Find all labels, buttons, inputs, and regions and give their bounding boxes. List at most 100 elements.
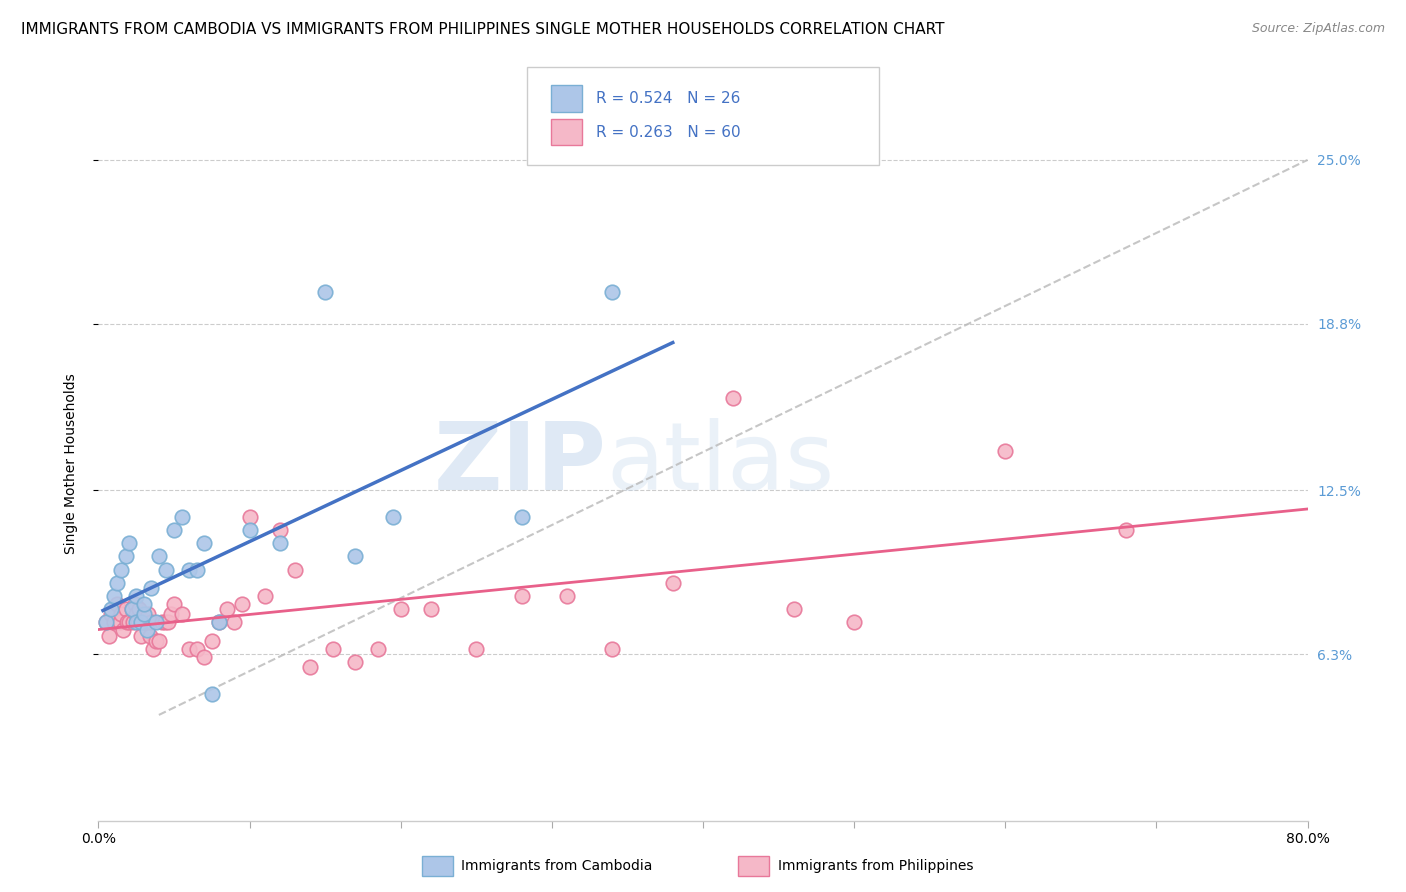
Point (110, 563, 132, 577)
Point (208, 615, 231, 630)
Point (201, 634, 224, 648)
Point (193, 649, 215, 664)
Point (602, 641, 624, 656)
Point (510, 589, 533, 603)
Point (100, 602, 122, 616)
Point (141, 581, 163, 595)
Point (239, 523, 262, 537)
Point (186, 563, 208, 577)
Point (208, 615, 231, 630)
Point (170, 607, 193, 622)
Point (114, 602, 136, 616)
Point (136, 607, 159, 622)
Point (115, 615, 138, 630)
Point (153, 615, 176, 630)
Point (555, 589, 578, 603)
Point (163, 523, 186, 537)
Point (118, 615, 141, 630)
Point (141, 615, 163, 630)
Text: Source: ZipAtlas.com: Source: ZipAtlas.com (1251, 22, 1385, 36)
Text: Immigrants from Philippines: Immigrants from Philippines (778, 859, 973, 873)
Point (105, 575, 128, 590)
Point (132, 615, 155, 630)
Point (145, 634, 167, 648)
Point (127, 615, 149, 630)
Point (1115, 523, 1137, 537)
Point (783, 602, 806, 616)
Point (420, 602, 443, 616)
Point (163, 597, 186, 611)
Text: ZIP: ZIP (433, 417, 606, 510)
Point (239, 509, 262, 524)
Point (156, 615, 179, 630)
Text: atlas: atlas (606, 417, 835, 510)
Point (844, 615, 866, 630)
Point (124, 597, 146, 611)
Point (103, 615, 125, 630)
Point (465, 641, 488, 656)
Point (121, 602, 143, 616)
Point (135, 615, 157, 630)
Point (145, 615, 167, 630)
Point (155, 563, 177, 577)
Point (125, 615, 148, 630)
Point (111, 624, 134, 638)
Point (186, 641, 208, 656)
Point (132, 597, 155, 611)
Point (344, 655, 367, 669)
Point (110, 607, 132, 622)
Point (231, 597, 253, 611)
Point (125, 589, 148, 603)
Point (389, 602, 412, 616)
Point (662, 575, 685, 590)
Point (132, 607, 155, 622)
Point (105, 597, 128, 611)
Text: IMMIGRANTS FROM CAMBODIA VS IMMIGRANTS FROM PHILIPPINES SINGLE MOTHER HOUSEHOLDS: IMMIGRANTS FROM CAMBODIA VS IMMIGRANTS F… (21, 22, 945, 37)
Point (602, 285, 624, 299)
Point (108, 615, 131, 630)
Point (128, 602, 150, 616)
Point (170, 509, 193, 524)
Point (121, 602, 143, 616)
Point (314, 285, 336, 299)
Point (510, 509, 533, 524)
Point (125, 607, 148, 622)
Point (114, 549, 136, 564)
Point (150, 615, 173, 630)
Text: R = 0.263   N = 60: R = 0.263 N = 60 (596, 125, 741, 139)
Point (322, 641, 344, 656)
Point (179, 563, 201, 577)
Point (269, 523, 291, 537)
Point (148, 549, 170, 564)
Point (215, 602, 238, 616)
Y-axis label: Single Mother Households: Single Mother Households (63, 374, 77, 554)
Point (142, 641, 165, 656)
Point (193, 536, 215, 550)
Point (344, 549, 367, 564)
Point (100, 607, 122, 622)
Point (139, 629, 162, 643)
Point (201, 687, 224, 701)
Point (94, 615, 117, 630)
Point (253, 589, 276, 603)
Point (129, 629, 152, 643)
Point (284, 563, 307, 577)
Text: Immigrants from Cambodia: Immigrants from Cambodia (461, 859, 652, 873)
Point (148, 634, 170, 648)
Point (94, 615, 117, 630)
Point (382, 509, 405, 524)
Point (135, 624, 157, 638)
Point (299, 660, 322, 674)
Point (103, 589, 125, 603)
Point (723, 391, 745, 405)
Point (179, 641, 201, 656)
Point (160, 607, 183, 622)
Point (269, 536, 291, 550)
Point (122, 615, 145, 630)
Point (367, 641, 389, 656)
Point (224, 615, 246, 630)
Point (994, 443, 1017, 458)
Point (129, 615, 152, 630)
Point (118, 536, 141, 550)
Point (98, 629, 121, 643)
